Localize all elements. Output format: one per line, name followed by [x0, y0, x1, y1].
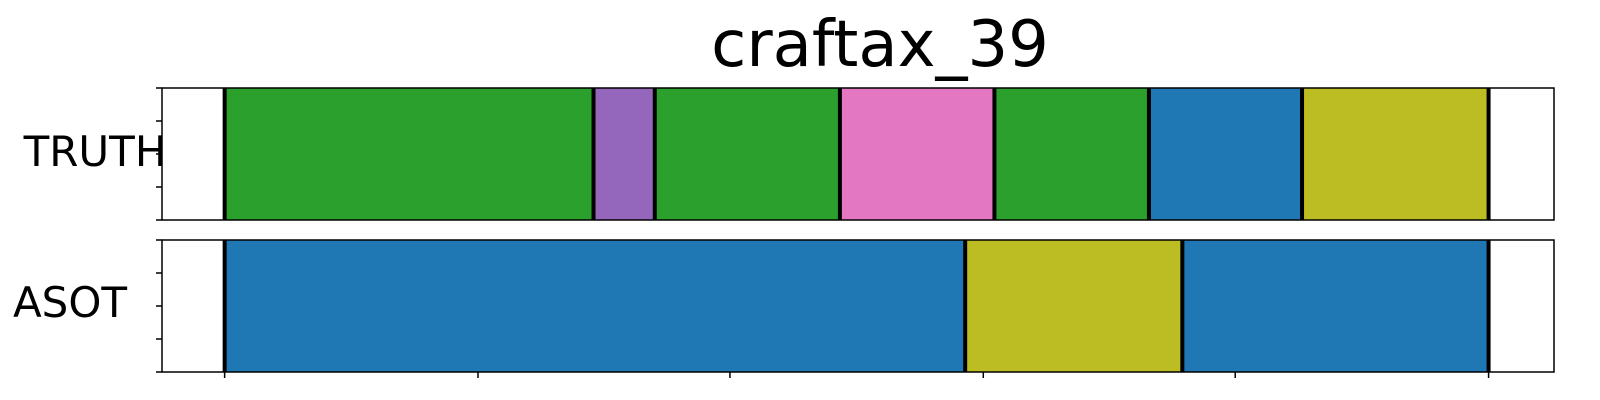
- segment-bar: [224, 88, 594, 220]
- segment-bar: [1148, 88, 1303, 220]
- segment-bar: [839, 88, 995, 220]
- axes-frame: [161, 87, 1555, 221]
- segment-bar: [654, 88, 840, 220]
- row-asot: ASOT: [13, 239, 1555, 378]
- segment-bar: [593, 88, 655, 220]
- row-truth: TRUTH: [23, 87, 1555, 221]
- segment-bar: [1302, 88, 1489, 220]
- row-label: ASOT: [13, 278, 127, 327]
- axes-frame: [161, 239, 1555, 373]
- segment-bar: [224, 240, 966, 372]
- chart-title: craftax_39: [711, 8, 1049, 82]
- segment-bar: [994, 88, 1149, 220]
- rows-layer: TRUTH ASOT: [13, 87, 1555, 378]
- segment-bar: [965, 240, 1183, 372]
- segment-bar: [1182, 240, 1489, 372]
- row-label: TRUTH: [23, 127, 167, 176]
